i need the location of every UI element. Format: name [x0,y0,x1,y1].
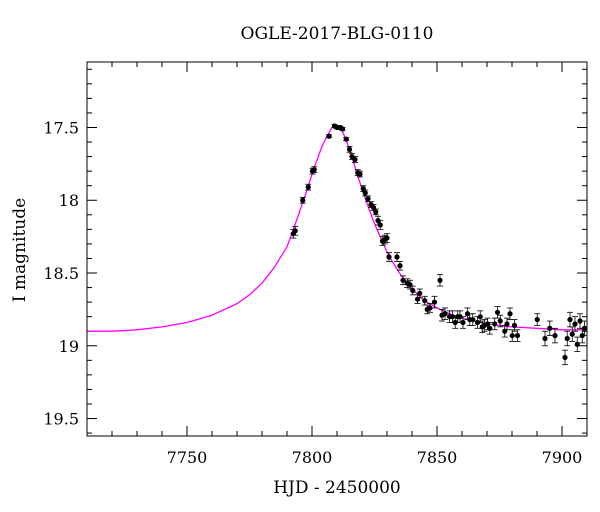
data-point [509,332,515,339]
model-curve [87,125,587,332]
data-point [346,146,353,152]
y-tick-label: 17.5 [43,118,79,137]
data-point [511,322,518,329]
data-point [311,167,317,173]
data-point [431,299,438,305]
data-point [569,331,575,337]
data-point [487,325,493,331]
data-point [422,298,428,304]
data-point [300,197,306,203]
data-point [507,311,513,317]
data-point [562,354,568,361]
data-point [394,254,400,260]
y-axis-label: I magnitude [10,198,30,302]
data-point [326,133,332,139]
data-point [384,235,390,241]
data-point [581,325,588,331]
data-point [305,184,311,190]
data-point [386,254,392,260]
data-point [564,335,570,342]
data-point [492,321,498,327]
y-tick-label: 19 [59,337,79,356]
x-tick-label: 7800 [292,448,333,467]
data-point [477,314,483,320]
data-point [373,209,379,215]
data-point [357,171,363,177]
y-tick-label: 19.5 [43,410,79,429]
data-point [339,126,346,132]
data-point [497,318,503,324]
data-point [292,228,298,234]
data-point [494,309,501,315]
data-point [427,305,433,311]
data-point [534,316,540,323]
x-tick-label: 7850 [417,448,458,467]
x-axis-label: HJD - 2450000 [273,478,401,498]
data-point [567,316,573,323]
x-tick-label: 7750 [167,448,208,467]
data-point [514,332,521,339]
data-point [504,321,510,327]
data-point [352,156,358,163]
x-tick-label: 7900 [542,448,583,467]
data-point [417,290,423,296]
data-point [460,319,466,326]
data-point [547,325,553,331]
y-tick-label: 18.5 [43,264,79,283]
plot-area: 7750 7800 7850 7900 17.5 18 18.5 19 19.5 [43,61,588,467]
data-point [577,318,583,324]
data-point [542,335,548,342]
y-tick-label: 18 [59,191,79,210]
data-point [343,136,349,142]
data-point [377,222,383,228]
plot-frame [86,61,588,437]
data-point [442,311,448,317]
data-point [552,332,558,339]
data-point [574,341,580,347]
data-point [362,190,368,196]
data-point [397,263,403,269]
chart-title: OGLE-2017-BLG-0110 [241,24,434,44]
data-point [437,277,443,283]
data-point [365,196,371,202]
data-point [410,287,416,294]
data-point [572,321,578,327]
data-point [470,316,476,323]
